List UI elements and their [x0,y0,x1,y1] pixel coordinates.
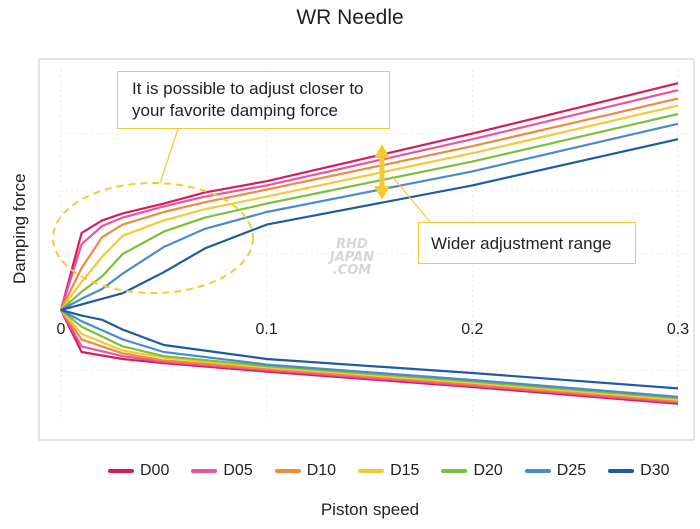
series-d15-compression [60,104,679,311]
legend-swatch [191,469,218,473]
range-arrow-head-up [374,144,390,158]
series-d20-rebound [60,309,679,400]
series-d00-rebound [60,309,679,405]
series-d25-rebound [60,309,679,398]
callout-leader-range [391,175,431,223]
y-axis-label: Damping force [10,173,29,284]
x-axis-label: Piston speed [320,500,420,519]
watermark-logo: RHD JAPAN .COM [322,238,382,277]
watermark-line-1: RHD [336,237,368,252]
legend-item-d25: D25 [524,462,587,480]
x-axis: 0 0.1 0.2 0.3 [57,321,690,338]
legend-item-d15: D15 [358,462,419,480]
legend-swatch [441,469,468,473]
callout-leader-adjust [159,128,179,184]
legend-swatch [274,469,301,473]
legend-label: D20 [473,462,503,479]
series-d05-compression [59,89,679,311]
series-d10-rebound [60,309,679,403]
highlight-ellipse [52,182,254,294]
legend-item-d30: D30 [608,462,670,480]
callout-adjust: It is possible to adjust closer to your … [117,71,390,129]
legend-label: D10 [306,462,337,479]
x-tick-label: 0 [57,321,66,338]
legend-label: D00 [140,462,170,479]
series-d30-compression [60,138,679,312]
legend-item-d05: D05 [191,462,253,480]
series-d05-rebound [60,309,679,404]
legend-label: D15 [390,462,420,479]
legend-label: D25 [556,462,587,479]
legend: D00 D05 D10 D15 D20 D25 D30 [108,462,670,480]
legend-item-d20: D20 [441,462,503,480]
x-tick-label: 0.2 [461,321,483,338]
legend-swatch [608,469,635,473]
chart-title: WR Needle [296,6,404,29]
series-d10-compression [60,97,679,311]
legend-label: D30 [640,462,670,479]
series-d15-rebound [60,309,679,401]
callout-range: Wider adjustment range [418,222,636,264]
legend-item-d00: D00 [108,462,169,480]
series-d20-compression [60,112,679,311]
annotation-overlay [52,128,431,294]
plot-frame [38,58,695,441]
watermark-line-2: JAPAN [329,250,375,265]
series-d25-compression [60,122,679,311]
series-lines [59,82,679,405]
series-d30-rebound [60,308,679,390]
range-arrow-head-down [374,186,390,200]
legend-swatch [524,469,551,473]
legend-swatch [108,469,134,473]
watermark-line-3: .COM [332,263,372,278]
legend-item-d10: D10 [274,462,337,480]
legend-swatch [358,469,385,473]
x-tick-label: 0.1 [256,321,278,338]
x-tick-label: 0.3 [667,321,689,338]
legend-label: D05 [223,462,253,479]
series-d00-compression [59,82,679,311]
